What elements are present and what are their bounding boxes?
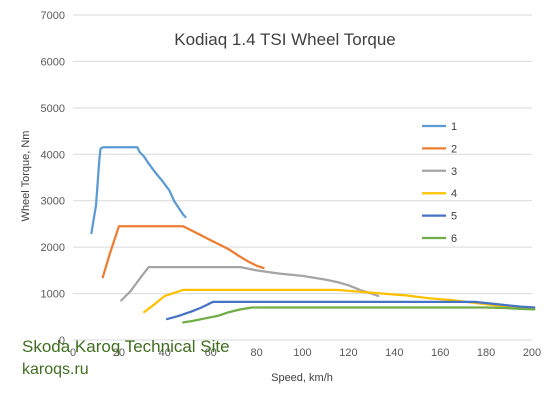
chart-title: Kodiaq 1.4 TSI Wheel Torque bbox=[174, 30, 395, 49]
legend: 1 2 3 4 5 6 bbox=[422, 121, 457, 245]
legend-label-5: 5 bbox=[451, 211, 457, 223]
series-line-6 bbox=[182, 306, 536, 324]
series-line-1 bbox=[90, 146, 187, 235]
gridlines bbox=[73, 14, 532, 341]
x-tick-label: 100 bbox=[293, 347, 311, 359]
x-tick-label: 160 bbox=[431, 347, 449, 359]
legend-label-1: 1 bbox=[451, 121, 457, 133]
series-line-3 bbox=[120, 265, 380, 302]
series-lines bbox=[90, 146, 536, 324]
x-tick-label: 120 bbox=[339, 347, 357, 359]
series-line-4 bbox=[142, 288, 534, 314]
watermark-url: karoqs.ru bbox=[22, 361, 89, 378]
legend-label-6: 6 bbox=[451, 233, 457, 245]
series-line-2 bbox=[101, 225, 265, 279]
y-tick-labels: 0 1000 2000 3000 4000 5000 6000 7000 bbox=[41, 10, 65, 347]
y-axis-title: Wheel Torque, Nm bbox=[20, 131, 32, 222]
watermark-site-name: Skoda Karoq Technical Site bbox=[22, 337, 230, 356]
y-tick-label: 6000 bbox=[41, 56, 65, 68]
y-tick-label: 7000 bbox=[41, 10, 65, 22]
x-tick-label: 200 bbox=[523, 347, 541, 359]
y-tick-label: 2000 bbox=[41, 242, 65, 254]
y-tick-label: 0 bbox=[59, 335, 65, 347]
x-tick-label: 140 bbox=[385, 347, 403, 359]
x-tick-label: 180 bbox=[477, 347, 495, 359]
legend-label-4: 4 bbox=[451, 188, 457, 200]
x-tick-label: 40 bbox=[159, 347, 171, 359]
x-tick-label: 80 bbox=[250, 347, 262, 359]
x-tick-label: 0 bbox=[70, 347, 76, 359]
series-line-5 bbox=[165, 300, 536, 321]
legend-label-2: 2 bbox=[451, 143, 457, 155]
x-tick-label: 20 bbox=[113, 347, 125, 359]
y-tick-label: 4000 bbox=[41, 149, 65, 161]
legend-label-3: 3 bbox=[451, 166, 457, 178]
y-tick-label: 5000 bbox=[41, 103, 65, 115]
y-tick-label: 1000 bbox=[41, 289, 65, 301]
y-tick-label: 3000 bbox=[41, 196, 65, 208]
x-axis-title: Speed, km/h bbox=[271, 372, 333, 384]
x-tick-labels: 0 20 40 60 80 100 120 140 160 180 200 bbox=[70, 347, 541, 359]
x-tick-label: 60 bbox=[205, 347, 217, 359]
